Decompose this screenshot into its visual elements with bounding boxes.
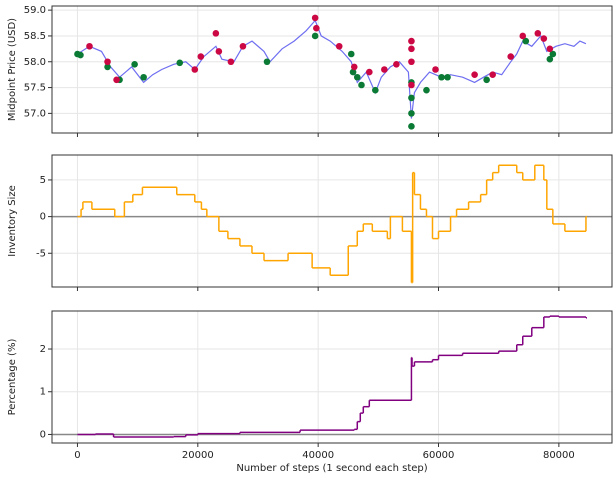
trade-marker bbox=[215, 48, 223, 55]
trade-marker bbox=[381, 66, 388, 73]
y-tick-label: 57.5 bbox=[24, 83, 46, 94]
y-tick-label: -5 bbox=[36, 248, 46, 259]
y-tick-label: 59.0 bbox=[24, 5, 46, 16]
trade-marker bbox=[191, 66, 199, 73]
trade-marker bbox=[104, 58, 111, 66]
trade-marker bbox=[540, 35, 548, 42]
price-line bbox=[77, 19, 587, 119]
trade-marker bbox=[358, 81, 365, 89]
y-tick-label: 58.5 bbox=[24, 31, 46, 42]
trade-marker bbox=[438, 73, 445, 81]
trade-marker bbox=[408, 81, 415, 89]
trade-marker bbox=[408, 45, 415, 53]
x-tick-label: 60000 bbox=[423, 450, 455, 461]
trade-marker bbox=[408, 94, 415, 102]
y-axis-label: Midpoint Price (USD) bbox=[7, 18, 18, 121]
y-axis-label: Percentage (%) bbox=[7, 339, 18, 416]
trade-marker bbox=[372, 86, 379, 94]
trade-marker bbox=[347, 50, 355, 58]
trade-marker bbox=[353, 73, 361, 81]
trade-marker bbox=[311, 14, 319, 22]
trade-marker bbox=[408, 110, 415, 117]
axes-frame bbox=[51, 154, 613, 288]
trade-marker bbox=[507, 53, 515, 60]
trade-marker bbox=[522, 37, 530, 45]
x-tick-label: 80000 bbox=[543, 450, 575, 461]
trade-marker bbox=[86, 42, 93, 50]
y-tick-label: 57.0 bbox=[24, 108, 46, 119]
y-tick-label: 0 bbox=[40, 212, 46, 223]
trade-marker bbox=[489, 71, 496, 78]
y-tick-label: 5 bbox=[40, 175, 46, 186]
y-axis-label: Inventory Size bbox=[7, 185, 18, 256]
y-tick-label: 58.0 bbox=[24, 57, 46, 68]
trade-marker bbox=[408, 58, 415, 66]
trade-marker bbox=[140, 73, 147, 81]
trade-marker bbox=[212, 30, 220, 37]
trade-marker bbox=[77, 51, 84, 59]
trade-marker bbox=[549, 50, 557, 58]
trade-marker bbox=[227, 58, 235, 66]
trade-marker bbox=[432, 66, 439, 73]
trade-marker bbox=[176, 59, 184, 67]
axes-frame bbox=[51, 310, 613, 444]
trade-marker bbox=[423, 86, 430, 94]
trade-marker bbox=[393, 61, 400, 68]
trade-marker bbox=[546, 45, 554, 53]
x-tick-label: 20000 bbox=[182, 450, 214, 461]
trade-marker bbox=[113, 76, 120, 84]
trade-marker bbox=[408, 122, 415, 130]
trade-marker bbox=[313, 24, 320, 32]
trade-marker bbox=[197, 53, 205, 60]
trade-marker bbox=[104, 63, 111, 71]
trade-marker bbox=[335, 42, 343, 50]
trade-marker bbox=[408, 37, 415, 45]
trade-marker bbox=[444, 73, 451, 81]
y-tick-label: 1 bbox=[40, 387, 46, 398]
trade-marker bbox=[519, 32, 527, 40]
x-tick-label: 0 bbox=[74, 450, 80, 461]
y-tick-label: 2 bbox=[40, 344, 46, 355]
trade-marker bbox=[471, 71, 478, 78]
y-tick-label: 0 bbox=[40, 429, 46, 440]
trade-marker bbox=[483, 76, 490, 84]
x-axis-label: Number of steps (1 second each step) bbox=[236, 463, 427, 474]
trade-marker bbox=[263, 58, 271, 66]
x-tick-label: 40000 bbox=[302, 450, 334, 461]
trade-marker bbox=[131, 61, 138, 68]
trade-marker bbox=[349, 68, 357, 76]
trade-marker bbox=[534, 30, 542, 37]
trade-marker bbox=[366, 68, 373, 76]
trade-marker bbox=[311, 32, 319, 40]
trade-marker bbox=[546, 55, 554, 63]
trade-marker bbox=[350, 63, 358, 71]
axes-frame bbox=[51, 5, 613, 134]
trade-marker bbox=[239, 42, 247, 50]
